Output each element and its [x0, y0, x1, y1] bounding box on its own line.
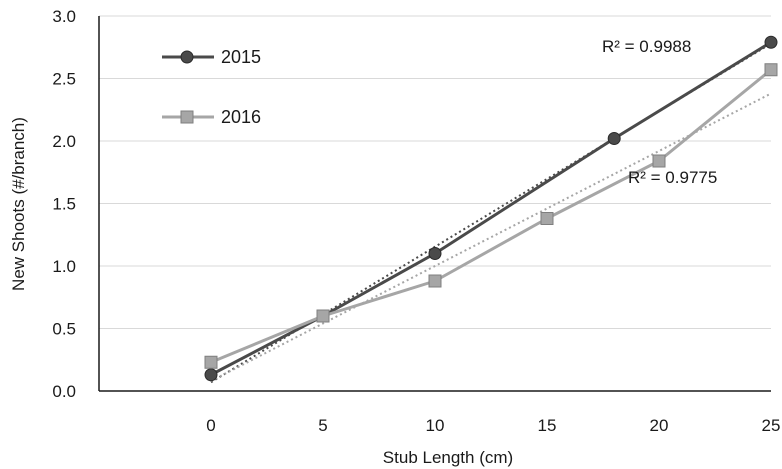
- series-lines: [210, 40, 772, 377]
- y-tick-label: 2.5: [52, 70, 76, 89]
- data-point-2015: [764, 35, 778, 49]
- data-point-2016: [764, 63, 778, 77]
- r2-annotations: R² = 0.9988 R² = 0.9775: [602, 37, 717, 187]
- r2-label-2015: R² = 0.9988: [602, 37, 691, 56]
- x-tick-labels: 0 5 10 15 20 25: [206, 416, 780, 435]
- y-tick-label: 0.0: [52, 382, 76, 401]
- legend-marker-2016: [180, 110, 194, 124]
- y-tick-label: 3.0: [52, 7, 76, 26]
- legend-label-2016: 2016: [221, 107, 261, 127]
- data-point-2015: [428, 247, 442, 260]
- legend-marker-2015: [180, 50, 194, 64]
- data-point-2015: [607, 132, 621, 145]
- data-point-2015: [204, 368, 218, 382]
- y-tick-label: 0.5: [52, 320, 76, 339]
- x-axis-title: Stub Length (cm): [383, 448, 513, 467]
- data-point-2016: [652, 154, 666, 168]
- axes: [98, 16, 771, 392]
- data-point-2016: [316, 309, 330, 323]
- gridlines: [99, 15, 771, 329]
- y-tick-label: 2.0: [52, 132, 76, 151]
- data-markers: [204, 35, 778, 382]
- x-tick-label: 20: [650, 416, 669, 435]
- x-tick-label: 15: [538, 416, 557, 435]
- legend: 2015 2016: [162, 47, 261, 127]
- x-tick-label: 10: [426, 416, 445, 435]
- y-tick-labels: 0.0 0.5 1.0 1.5 2.0 2.5 3.0: [52, 7, 76, 401]
- x-tick-label: 25: [762, 416, 781, 435]
- y-tick-label: 1.5: [52, 195, 76, 214]
- r2-label-2016: R² = 0.9775: [628, 168, 717, 187]
- x-tick-label: 0: [206, 416, 215, 435]
- y-tick-label: 1.0: [52, 257, 76, 276]
- x-tick-label: 5: [318, 416, 327, 435]
- legend-label-2015: 2015: [221, 47, 261, 67]
- data-point-2016: [204, 355, 218, 369]
- data-point-2016: [540, 212, 554, 225]
- series-line-2015: [210, 40, 772, 377]
- series-line-2016: [210, 68, 772, 364]
- data-point-2016: [428, 274, 442, 288]
- y-axis-title: New Shoots (#/branch): [9, 117, 28, 291]
